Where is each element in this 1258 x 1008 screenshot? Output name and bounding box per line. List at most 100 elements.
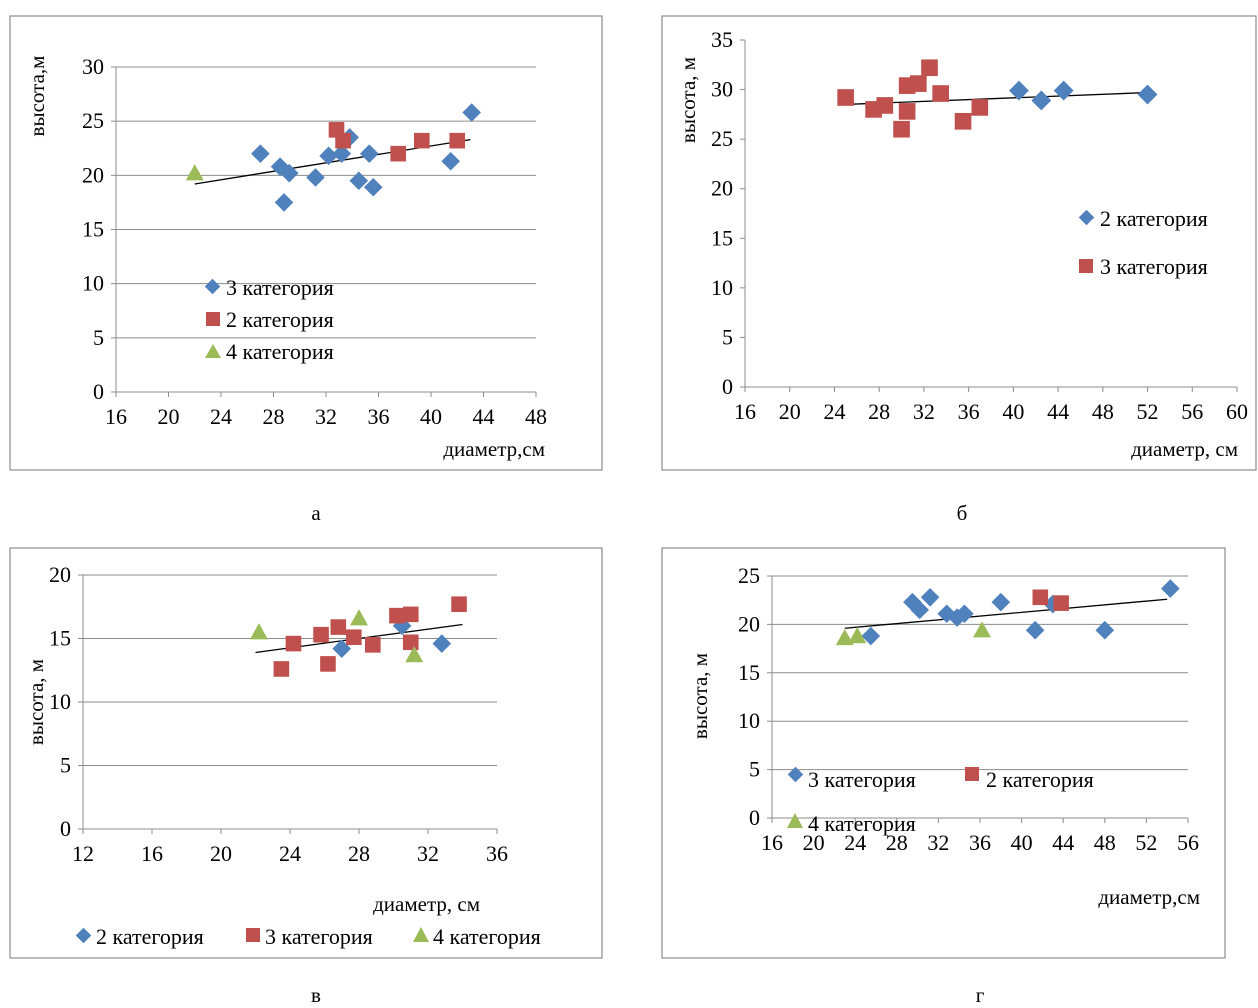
y-tick-label: 20 <box>738 611 760 636</box>
legend-item: 4 категория <box>413 924 541 949</box>
data-point-square <box>449 132 466 149</box>
data-point-diamond <box>319 146 338 166</box>
x-tick-label: 56 <box>1177 830 1199 855</box>
legend-item: 2 категория <box>75 924 204 949</box>
chart-frame <box>9 547 603 959</box>
data-point-diamond <box>349 171 369 191</box>
legend-diamond-icon <box>1078 209 1095 226</box>
tick-labels: 0 5 10 15 20 25 30 35 16 20 24 28 32 36 40 44 48 52 56 60 <box>711 27 1248 424</box>
x-axis-label: диаметр, см <box>1131 437 1238 461</box>
x-tick-label: 16 <box>761 830 783 855</box>
y-axis-label: высота,м <box>25 56 49 137</box>
legend-diamond-icon <box>204 278 221 295</box>
legend-item: 3 категория <box>787 766 916 792</box>
data-point-diamond <box>1137 84 1158 105</box>
y-tick-label: 25 <box>738 563 760 588</box>
data-point-square <box>932 85 950 102</box>
data-point-square <box>876 97 894 114</box>
x-tick-label: 36 <box>368 404 390 429</box>
data-point-diamond <box>1025 620 1045 640</box>
y-tick-label: 5 <box>749 757 760 782</box>
x-tick-label: 44 <box>1052 830 1074 855</box>
axes <box>740 39 1238 392</box>
x-tick-label: 32 <box>913 399 935 424</box>
chart-frame <box>661 15 1257 471</box>
data-point-square <box>909 75 927 92</box>
legend-label: 2 категория <box>986 767 1094 792</box>
data-point-square <box>451 596 467 613</box>
x-tick-label: 20 <box>210 841 232 866</box>
data-point-square <box>390 145 406 162</box>
legend-label: 3 категория <box>808 767 916 792</box>
data-point-square <box>837 89 854 106</box>
data-point-square <box>402 606 419 623</box>
data-point-square <box>402 634 419 651</box>
legend-item: 2 категория <box>1078 206 1208 231</box>
data-point-diamond <box>1095 620 1115 640</box>
data-point-square <box>898 103 916 120</box>
legend-item: 2 категория <box>206 307 334 332</box>
trendline-layer <box>845 91 1148 106</box>
data-point-triangle <box>835 628 854 646</box>
tick-labels: 0 5 10 15 20 25 16 20 24 28 32 36 40 44 48 52 56 <box>738 563 1199 855</box>
x-tick-label: 28 <box>263 404 285 429</box>
chart-panel-g: 0 5 10 15 20 25 16 20 24 28 32 36 40 44 48 52 56 высота,… <box>661 547 1226 959</box>
data-point-diamond <box>955 604 974 624</box>
legend-item: 4 категория <box>205 339 334 364</box>
data-point-triangle <box>185 164 204 181</box>
x-tick-label: 32 <box>315 404 337 429</box>
data-point-square <box>285 635 302 652</box>
data-point-diamond <box>947 608 967 627</box>
x-tick-label: 48 <box>525 404 547 429</box>
data-point-diamond <box>910 600 929 620</box>
data-point-diamond <box>279 163 299 183</box>
data-point-square <box>335 132 351 149</box>
data-point-diamond <box>1009 80 1029 101</box>
y-tick-label: 35 <box>711 27 733 52</box>
y-tick-label: 0 <box>60 816 71 841</box>
markers <box>249 596 467 677</box>
legend-item: 2 категория <box>965 767 1094 792</box>
legend-triangle-icon <box>205 344 221 358</box>
legend-square-icon <box>965 767 979 781</box>
data-point-diamond <box>920 587 940 607</box>
data-point-diamond <box>332 144 352 163</box>
y-tick-label: 15 <box>49 626 71 651</box>
x-tick-label: 40 <box>1002 399 1024 424</box>
y-tick-label: 0 <box>93 379 104 404</box>
x-tick-label: 32 <box>927 830 949 855</box>
data-point-square <box>921 59 938 77</box>
y-tick-label: 15 <box>82 217 104 242</box>
data-point-square <box>389 607 405 624</box>
x-tick-label: 16 <box>734 399 756 424</box>
legend-item: 3 категория <box>1079 254 1208 279</box>
data-point-triangle <box>405 646 424 663</box>
x-tick-label: 40 <box>420 404 442 429</box>
x-tick-label: 24 <box>844 830 866 855</box>
y-axis-label: высота, м <box>24 659 48 745</box>
data-point-diamond <box>306 168 325 187</box>
data-point-diamond <box>1053 80 1074 101</box>
y-axis-label: высота, м <box>688 653 712 739</box>
data-point-diamond <box>1161 579 1180 598</box>
x-tick-label: 24 <box>279 841 301 866</box>
trendline <box>844 598 1168 629</box>
x-tick-label: 24 <box>823 399 845 424</box>
axes <box>78 574 498 834</box>
legend-label: 4 категория <box>808 811 916 836</box>
panel-label: в <box>311 983 321 1007</box>
x-tick-label: 24 <box>210 404 232 429</box>
legend-triangle-icon <box>413 927 429 942</box>
x-tick-label: 48 <box>1092 399 1114 424</box>
y-tick-label: 30 <box>82 54 104 79</box>
x-tick-label: 20 <box>779 399 801 424</box>
gridlines <box>116 66 536 339</box>
panel-label: а <box>311 501 321 525</box>
y-tick-label: 20 <box>82 162 104 187</box>
data-point-square <box>971 99 989 116</box>
gridlines <box>772 575 1188 771</box>
y-tick-label: 20 <box>711 176 733 201</box>
data-point-square <box>1053 595 1069 611</box>
data-point-diamond <box>861 626 881 646</box>
